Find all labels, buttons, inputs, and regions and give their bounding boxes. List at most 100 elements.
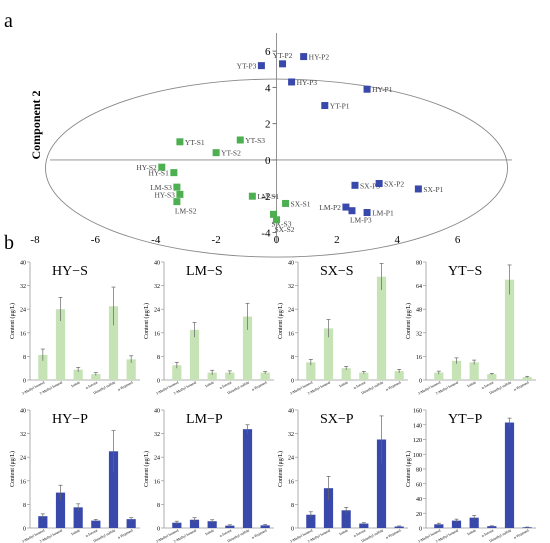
bar xyxy=(451,360,462,380)
point-label: HY-S3 xyxy=(154,190,175,199)
green-point xyxy=(248,192,256,200)
x-tick-label: -2 xyxy=(212,234,221,246)
y-tick-label: -2 xyxy=(261,191,270,203)
x-tick-label: α-Terpineol xyxy=(251,528,268,539)
x-tick-label: α-Ionone xyxy=(85,528,99,538)
y-tick-label: 6 xyxy=(265,46,271,58)
x-tick-label: α-Ionone xyxy=(353,528,367,538)
chart-title: YT−S xyxy=(448,264,482,279)
y-tick-label: 0 xyxy=(291,379,294,385)
x-tick-label: α-Terpineol xyxy=(385,380,402,391)
y-tick-label: 2 xyxy=(265,119,271,131)
green-point xyxy=(173,198,181,206)
bar xyxy=(91,520,101,528)
bar xyxy=(504,279,515,380)
y-tick-label: 8 xyxy=(291,355,294,361)
x-tick-label: α-Terpineol xyxy=(251,380,268,391)
x-tick-label: α-Terpineol xyxy=(117,528,134,539)
y-tick-label: 160 xyxy=(413,409,422,415)
blue-point xyxy=(342,203,350,211)
y-tick-label: 32 xyxy=(416,331,422,337)
y-tick-label: 8 xyxy=(157,355,160,361)
blue-point xyxy=(279,60,287,68)
point-label: SX-P1 xyxy=(423,185,443,194)
x-tick-label: 4 xyxy=(395,234,401,246)
y-tick-label: 0 xyxy=(265,155,271,167)
y-tick-label: -4 xyxy=(261,227,271,239)
y-tick-label: 0 xyxy=(23,527,26,533)
y-tick-label: 8 xyxy=(23,503,26,509)
bar xyxy=(376,276,387,380)
x-tick-label: α-Ionone xyxy=(219,528,233,538)
y-tick-label: 24 xyxy=(154,456,160,462)
bar xyxy=(108,451,119,528)
y-axis-title: Content (μg/L) xyxy=(143,451,150,487)
bar xyxy=(394,526,404,528)
bar xyxy=(394,371,404,380)
green-point xyxy=(176,138,184,146)
x-tick-label: Indole xyxy=(71,528,81,536)
y-axis-title: Content (μg/L) xyxy=(405,451,412,487)
green-point xyxy=(212,149,220,157)
y-tick-label: 24 xyxy=(20,308,26,314)
point-label: LM-S2 xyxy=(175,207,197,216)
y-tick-label: 80 xyxy=(416,468,422,474)
blue-point xyxy=(363,209,371,217)
bar xyxy=(126,519,136,528)
bar xyxy=(323,488,334,528)
y-axis-title: Content (μg/L) xyxy=(9,451,16,487)
y-tick-label: 40 xyxy=(20,261,26,267)
bar xyxy=(73,369,83,380)
bar xyxy=(341,368,351,380)
chart-title: HY−P xyxy=(52,412,88,427)
y-tick-label: 0 xyxy=(23,379,26,385)
point-label: LM-P2 xyxy=(319,203,341,212)
y-tick-label: 60 xyxy=(416,482,422,488)
y-tick-label: 40 xyxy=(288,409,294,415)
bar xyxy=(126,359,136,380)
y-axis-title: Content (μg/L) xyxy=(143,303,150,339)
x-tick-label: 6 xyxy=(455,234,461,246)
y-tick-label: 16 xyxy=(416,355,422,361)
green-point xyxy=(158,163,166,171)
y-tick-label: 120 xyxy=(413,438,422,444)
bar xyxy=(242,429,253,528)
bar xyxy=(55,309,66,380)
bar xyxy=(522,527,532,528)
point-label: LM-P1 xyxy=(372,209,394,218)
chart-title: SX−S xyxy=(320,264,354,279)
x-tick-label: α-Ionone xyxy=(481,380,495,390)
x-tick-label: Indole xyxy=(205,380,215,388)
y-tick-label: 16 xyxy=(154,479,160,485)
bar xyxy=(359,523,369,528)
x-tick-label: Indole xyxy=(205,528,215,536)
x-tick-label: α-Terpineol xyxy=(513,380,530,391)
y-tick-label: 20 xyxy=(416,512,422,518)
blue-point xyxy=(257,62,265,70)
green-point xyxy=(236,136,244,144)
x-tick-label: 2 xyxy=(334,234,340,246)
y-tick-label: 80 xyxy=(416,261,422,267)
chart-title: YT−P xyxy=(448,412,483,427)
x-tick-label: α-Ionone xyxy=(85,380,99,390)
bar xyxy=(522,377,532,380)
green-point xyxy=(176,190,184,198)
x-tick-label: -6 xyxy=(91,234,101,246)
bar xyxy=(487,526,497,528)
blue-point xyxy=(348,207,356,215)
green-point xyxy=(269,210,277,218)
x-tick-label: α-Terpineol xyxy=(117,380,134,391)
blue-point xyxy=(288,78,296,86)
point-label: YT-P1 xyxy=(330,102,350,111)
point-label: HY-P3 xyxy=(297,78,318,87)
y-tick-label: 32 xyxy=(20,432,26,438)
y-tick-label: 16 xyxy=(20,479,26,485)
bar xyxy=(242,316,253,380)
y-tick-label: 16 xyxy=(154,331,160,337)
point-label: YT-S2 xyxy=(221,149,241,158)
